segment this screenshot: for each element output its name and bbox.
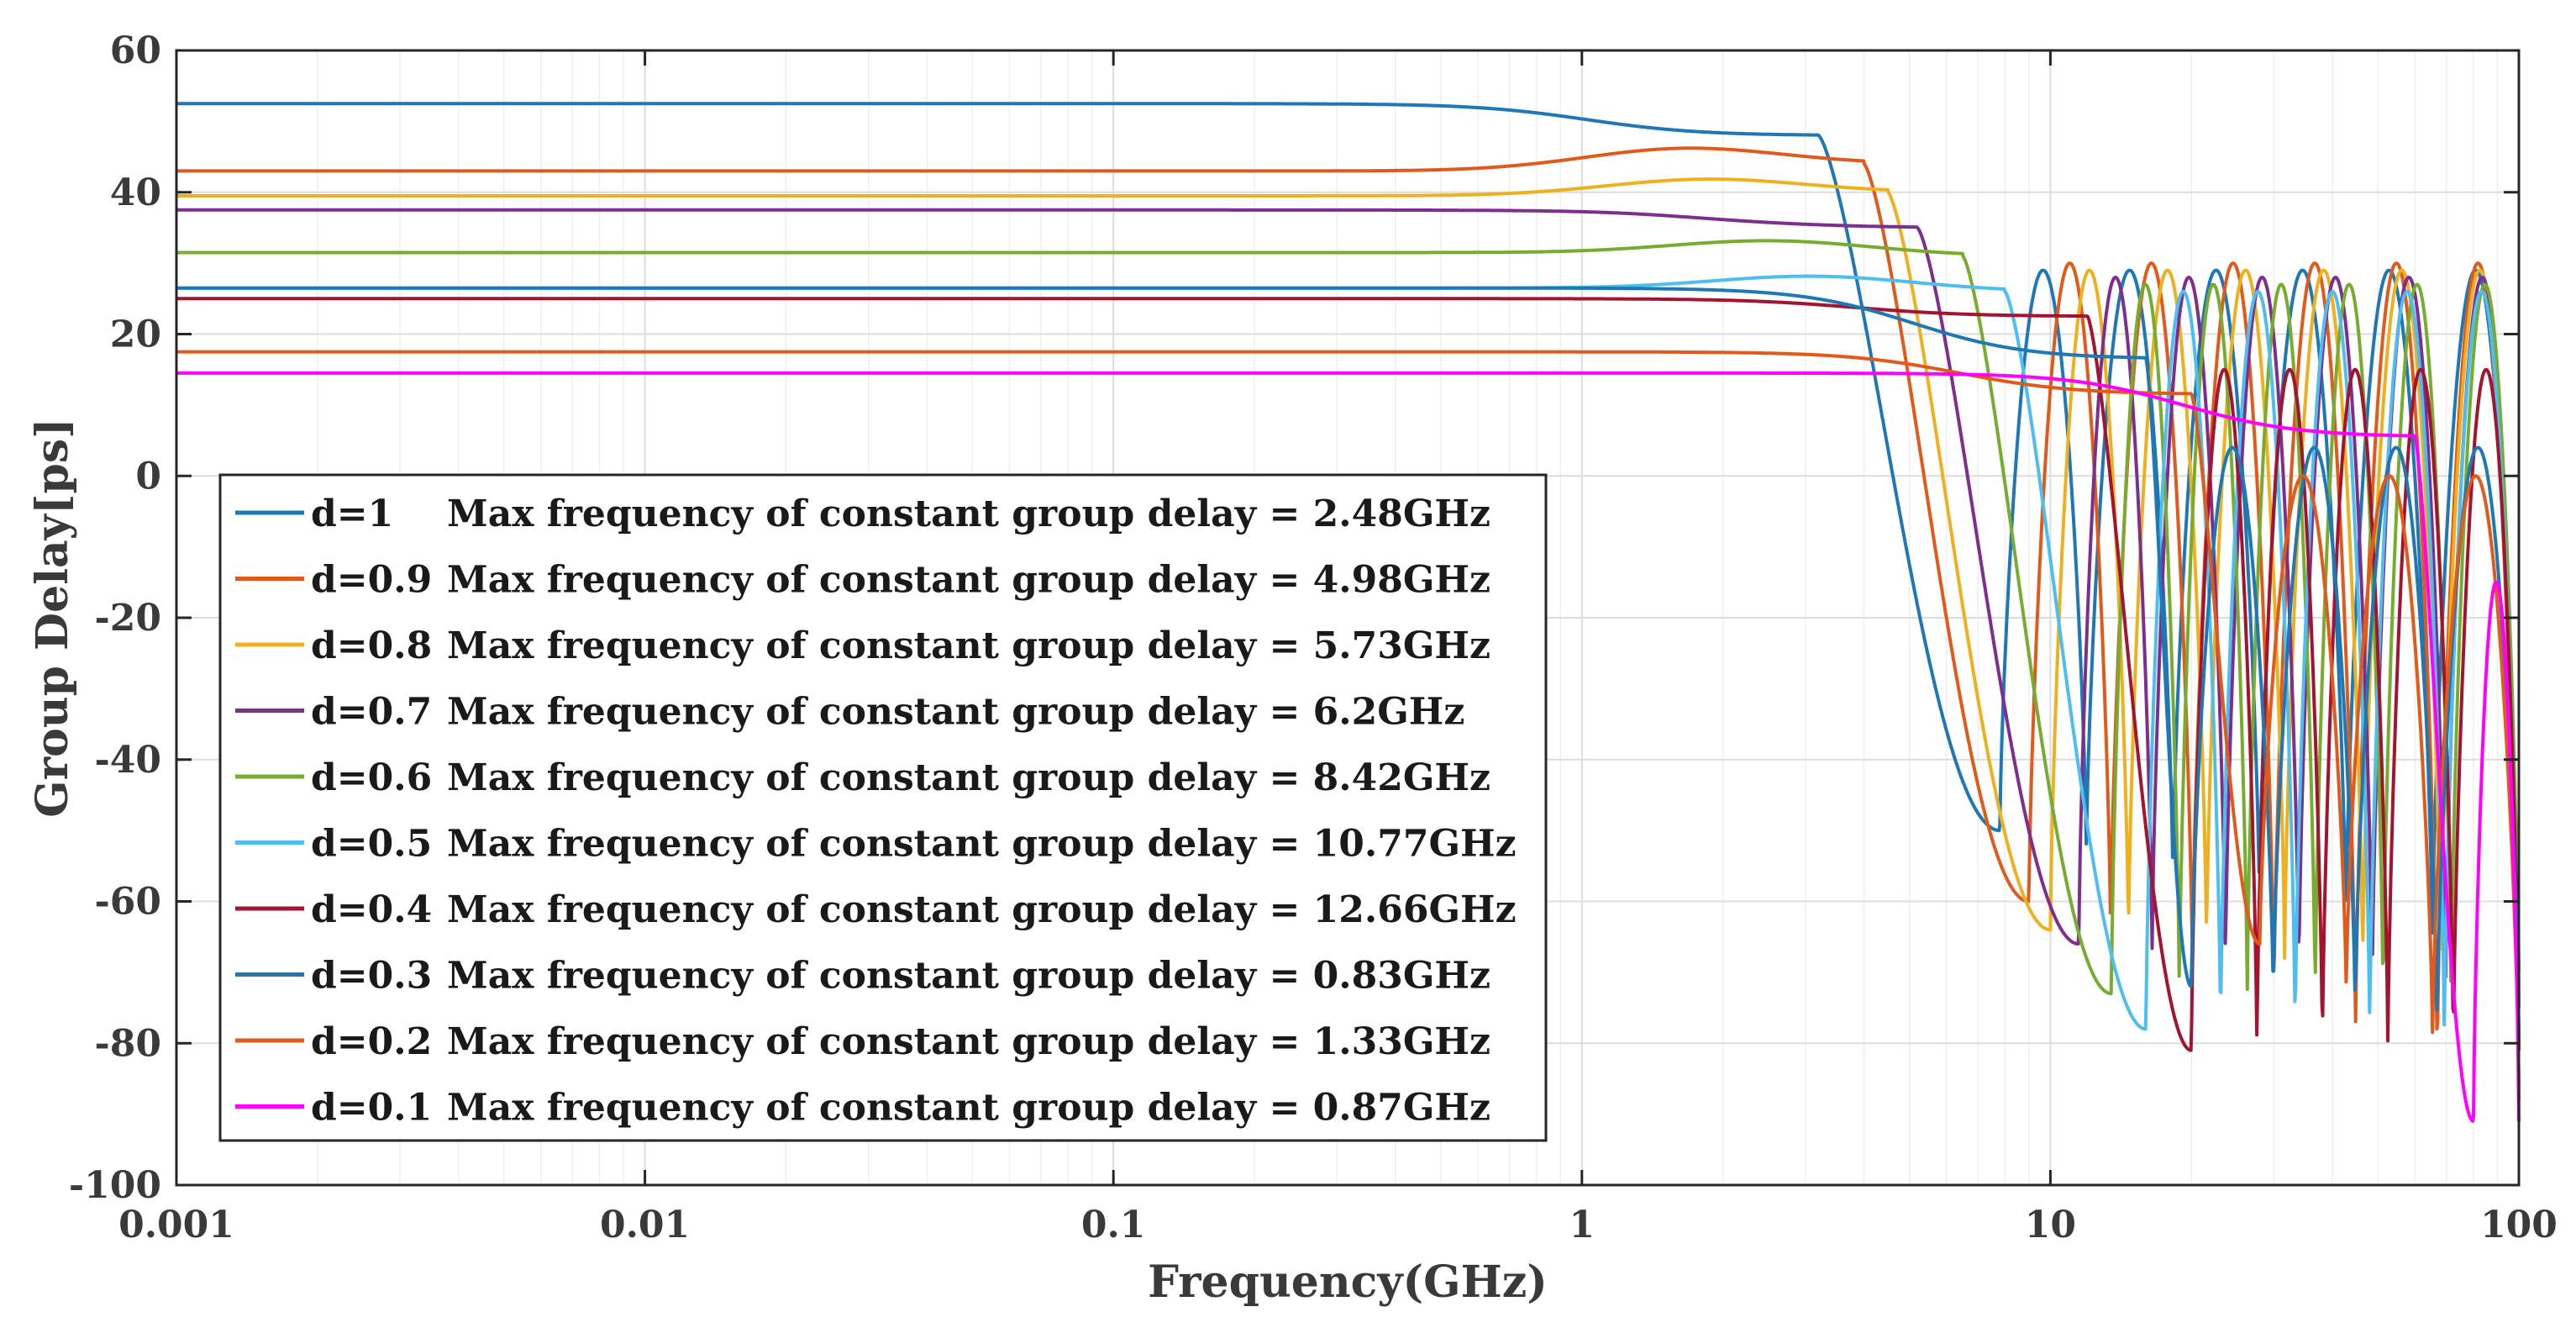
x-tick-label: 100: [2480, 1204, 2558, 1246]
series-line-d-0-1: [175, 371, 2521, 1123]
y-tick-label: -60: [95, 881, 162, 924]
legend-entry-label: Max frequency of constant group delay = …: [447, 493, 1490, 535]
x-tick-label: 0.1: [1081, 1204, 1146, 1246]
legend-entry-name: d=0.4: [311, 888, 432, 931]
y-axis-label: Group Delay[ps]: [27, 418, 78, 817]
series-line-d-1: [175, 102, 2521, 972]
x-tick-label: 10: [2025, 1204, 2076, 1246]
legend-entry-label: Max frequency of constant group delay = …: [447, 823, 1517, 866]
legend-entry-name: d=0.5: [311, 823, 432, 866]
y-tick-label: 0: [135, 455, 161, 498]
legend-entry-name: d=0.8: [311, 624, 432, 667]
legend-entry-label: Max frequency of constant group delay = …: [447, 1087, 1490, 1130]
legend-entry-name: d=0.7: [311, 691, 432, 734]
legend-entry-name: d=0.6: [311, 756, 432, 799]
x-tick-label: 0.001: [118, 1204, 234, 1246]
legend-entry-label: Max frequency of constant group delay = …: [447, 559, 1490, 602]
series-line-d-0-3: [175, 286, 2521, 1036]
y-tick-label: -20: [95, 597, 162, 640]
series-line-d-0-6: [175, 239, 2521, 1009]
legend-entry-name: d=0.3: [311, 955, 432, 998]
y-tick-label: -40: [95, 739, 162, 782]
y-tick-label: 20: [110, 313, 161, 356]
series-line-d-0-2: [175, 350, 2521, 1086]
x-tick-label: 0.01: [600, 1204, 690, 1246]
series-line-d-0-4: [175, 297, 2521, 1052]
legend-entry-name: d=0.9: [311, 559, 432, 602]
legend-entry-label: Max frequency of constant group delay = …: [447, 691, 1464, 734]
legend-entry-name: d=0.1: [311, 1087, 432, 1130]
legend-box: [218, 473, 1548, 1142]
series-line-d-0-8: [175, 177, 2521, 987]
y-tick-label: -80: [95, 1022, 162, 1065]
legend-entry-label: Max frequency of constant group delay = …: [447, 955, 1490, 998]
legend-entry-label: Max frequency of constant group delay = …: [447, 756, 1490, 799]
legend-entry-name: d=0.2: [311, 1020, 432, 1063]
y-tick-label: 60: [110, 29, 161, 72]
x-axis-label: Frequency(GHz): [1148, 1257, 1548, 1308]
legend: d=1 Max frequency of constant group delay…: [218, 473, 1548, 1142]
legend-entry-label: Max frequency of constant group delay = …: [447, 624, 1490, 667]
legend-entry-label: Max frequency of constant group delay = …: [447, 888, 1517, 931]
axis-ticks: 0.001 0.01 0.1 1 10 100 -100 -80 -60 -40 -20 0 20 40 6…: [69, 29, 2558, 1246]
y-tick-label: -100: [69, 1164, 161, 1207]
y-tick-label: 40: [110, 171, 161, 214]
legend-entry-name: d=1: [311, 493, 393, 535]
legend-entry-label: Max frequency of constant group delay = …: [447, 1020, 1490, 1063]
x-tick-label: 1: [1569, 1204, 1595, 1246]
series-lines: [175, 102, 2521, 1123]
series-line-d-0-7: [175, 208, 2521, 1009]
